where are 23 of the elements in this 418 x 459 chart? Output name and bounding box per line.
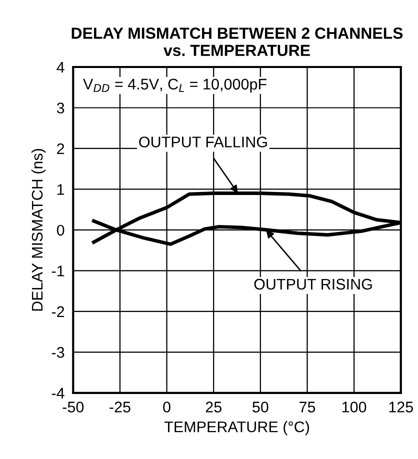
y-tick-label: -2 <box>52 306 64 317</box>
x-tick-label: 50 <box>252 402 268 412</box>
chart-title: DELAY MISMATCH BETWEEN 2 CHANNELS vs. TEMPERATURE <box>72 28 403 56</box>
y-tick-label: 4 <box>56 62 64 73</box>
x-tick-label: 0 <box>163 402 170 412</box>
y-tick-label: -3 <box>52 347 64 358</box>
y-tick-label: 2 <box>57 143 64 154</box>
y-tick-label: 0 <box>56 224 64 236</box>
x-tick-label: 100 <box>342 402 366 412</box>
x-axis-title: TEMPERATURE (°C) <box>164 421 309 436</box>
annotation: OUTPUT FALLING <box>139 136 267 148</box>
y-tick-label: 3 <box>56 102 64 114</box>
annotation: OUTPUT RISING <box>254 278 372 290</box>
y-tick-label: -1 <box>52 266 64 276</box>
x-tick-label: 25 <box>206 402 222 412</box>
y-axis-title: DELAY MISMATCH (ns) <box>31 148 46 311</box>
x-tick-label: 125 <box>389 402 413 412</box>
y-tick-label: -4 <box>52 388 64 398</box>
x-tick-label: 75 <box>300 402 316 412</box>
y-tick-label: 1 <box>57 184 64 195</box>
annotation: V$_{DD}$ = 4.5V, C$_{L}$ = 10,000pF <box>83 78 266 93</box>
x-tick-label: -25 <box>110 402 130 412</box>
x-tick-label: -50 <box>62 402 84 412</box>
